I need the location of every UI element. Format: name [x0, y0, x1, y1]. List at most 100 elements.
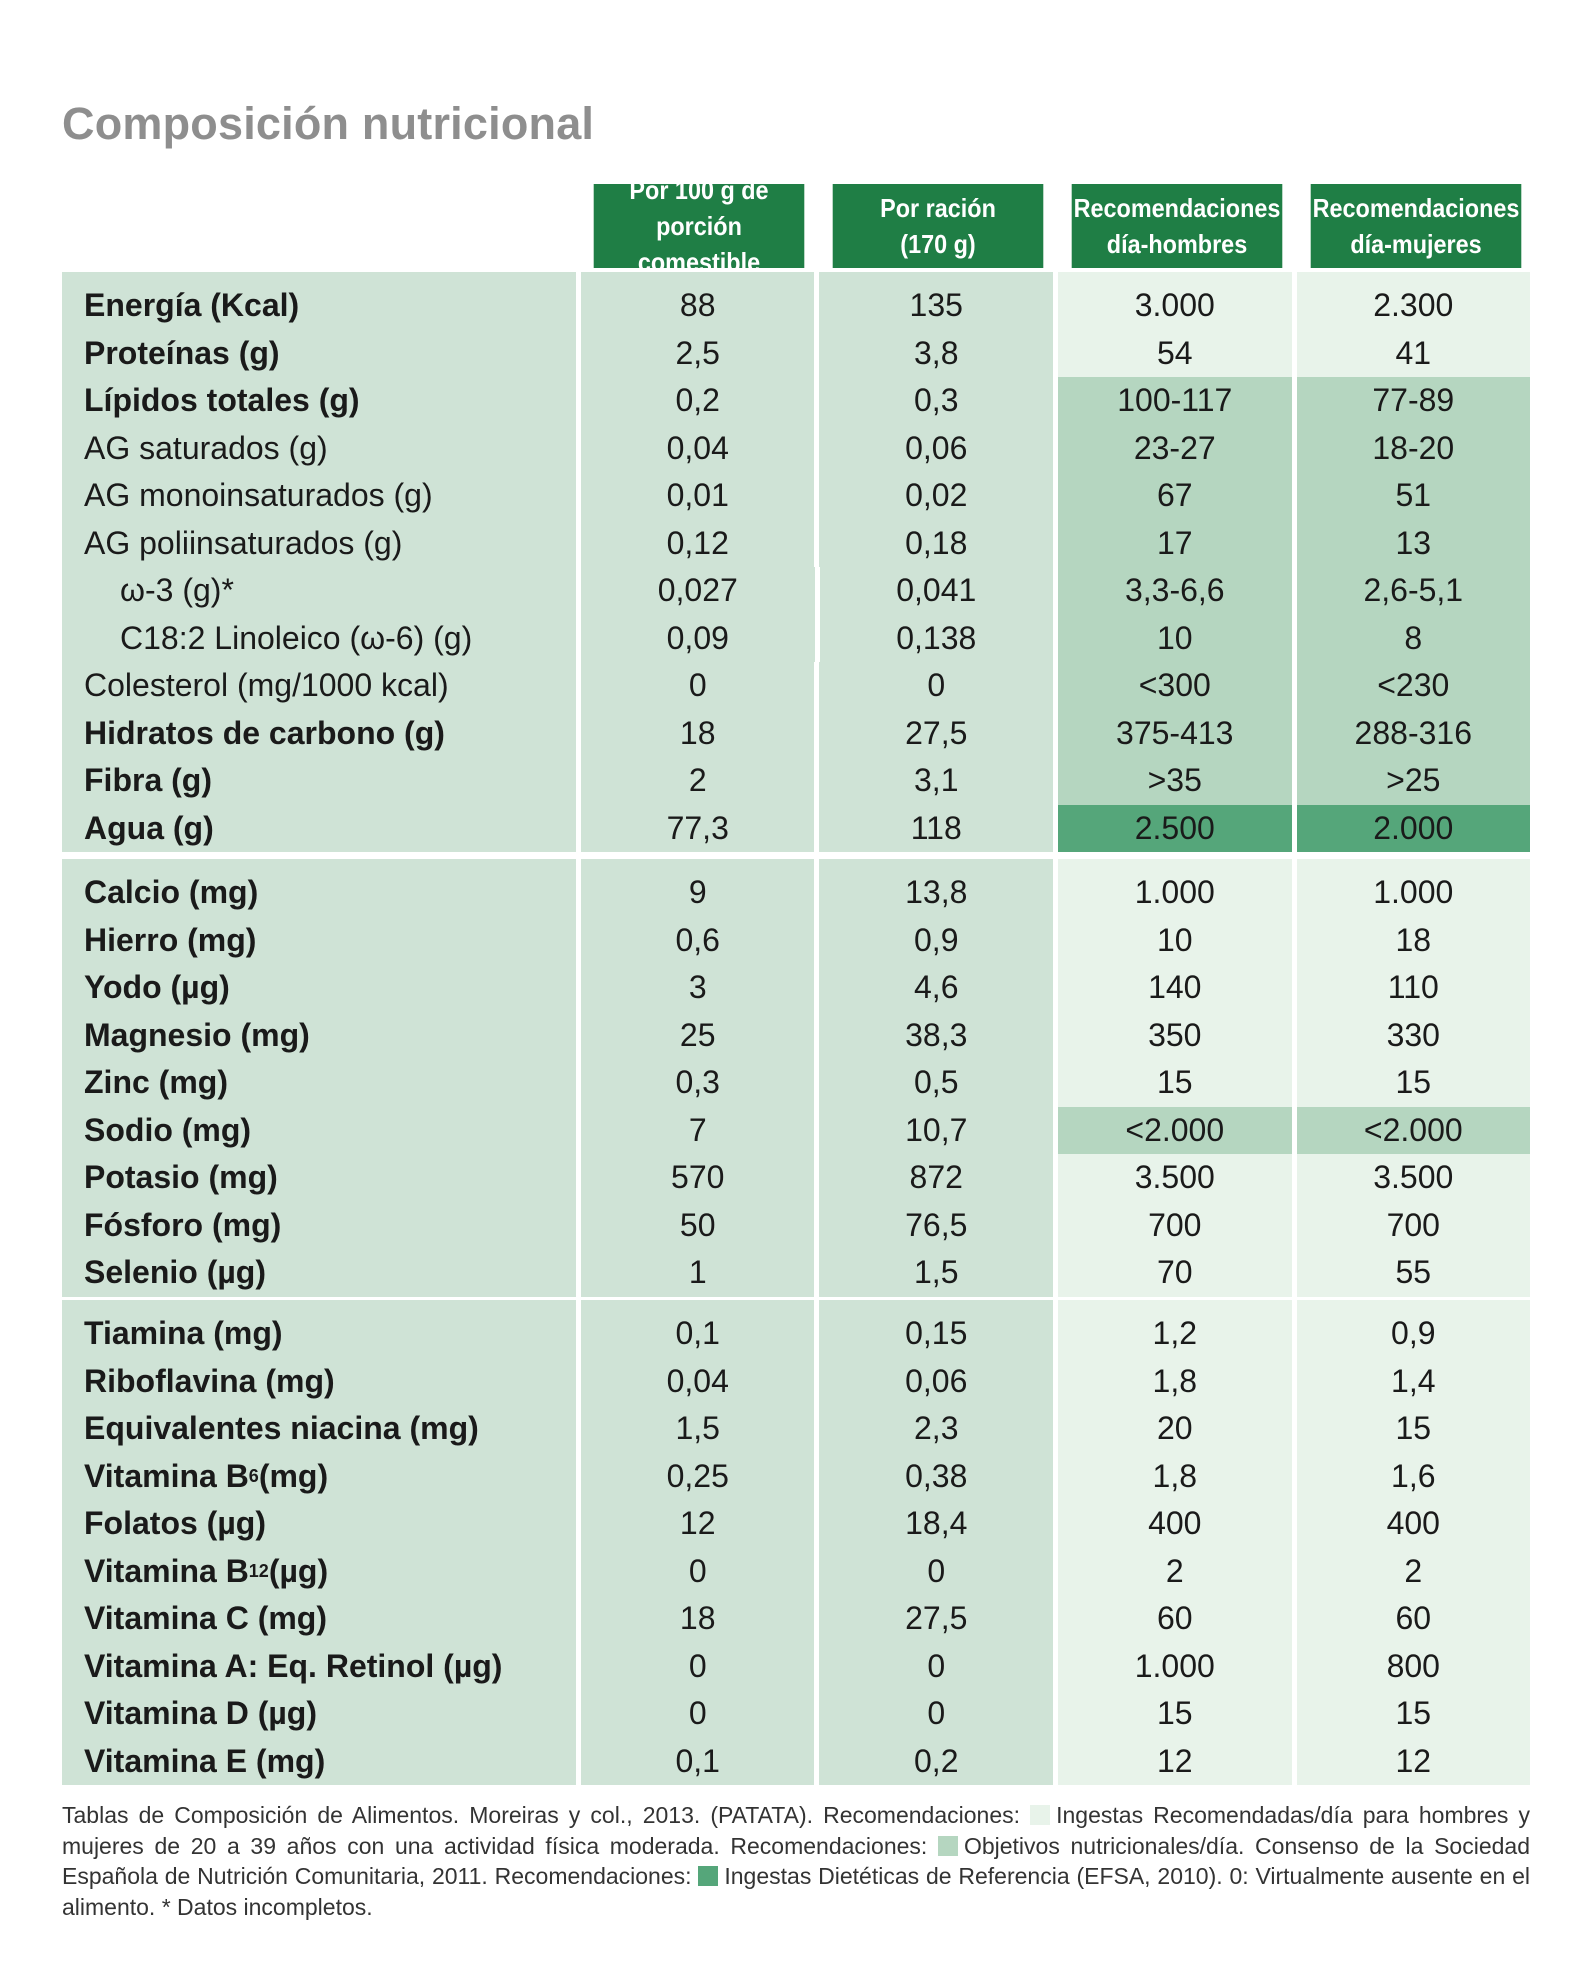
nutrient-unit: (µg): [268, 1552, 329, 1589]
value-rec-women: <2.000: [1296, 1106, 1531, 1154]
legend-swatch-ingestas-dieteticas: [698, 1866, 719, 1886]
value-per-100g: 7: [580, 1106, 815, 1154]
nutrient-label: Agua (g): [62, 804, 576, 852]
value-per-serving: 3,8: [819, 329, 1053, 377]
value-rec-women: 15: [1296, 1059, 1531, 1107]
table-row: Sodio (mg) 7 10,7 <2.000 <2.000: [62, 1106, 1531, 1154]
table-row: Selenio (µg) 1 1,5 70 55: [62, 1249, 1531, 1297]
column-header-per-serving: Por ración (170 g): [832, 184, 1044, 268]
value-per-100g: 1: [580, 1249, 815, 1297]
pad-men: [1058, 859, 1292, 869]
nutrient-label: Equivalentes niacina (mg): [62, 1405, 576, 1453]
value-per-serving: 0,02: [819, 472, 1053, 520]
nutrient-label: Hidratos de carbono (g): [62, 709, 576, 757]
table-header: Por 100 g de porción comestible Por raci…: [582, 175, 1533, 277]
nutrient-name: Fibra (g): [84, 762, 212, 799]
table-row: Vitamina E (mg) 0,1 0,2 12 12: [62, 1737, 1531, 1785]
value-rec-women: 1.000: [1296, 869, 1531, 917]
nutrient-name: Energía (Kcal): [84, 287, 300, 324]
value-rec-women: 2,6-5,1: [1296, 567, 1531, 615]
value-per-serving: 2,3: [819, 1405, 1053, 1453]
nutrient-subscript: 12: [248, 1560, 269, 1581]
value-per-serving: 0,9: [819, 916, 1053, 964]
nutrient-name: Riboflavina (mg): [84, 1362, 335, 1399]
pad-men: [1058, 1300, 1292, 1310]
nutrient-name: Vitamina E (mg): [84, 1742, 326, 1779]
nutrient-label: Colesterol (mg/1000 kcal): [62, 662, 576, 710]
table-row: Vitamina D (µg) 0 0 15 15: [62, 1690, 1531, 1738]
nutrient-name: Potasio (mg): [84, 1159, 278, 1196]
value-rec-women: 2.300: [1296, 282, 1531, 330]
column-header-label: Por 100 g de porción comestible: [629, 175, 769, 277]
value-rec-men: >35: [1058, 757, 1292, 805]
nutrient-label: Vitamina B 12 (µg): [62, 1547, 576, 1595]
section-macronutrients: Energía (Kcal) 88 135 3.000 2.300 Proteínas (…: [62, 272, 1531, 852]
nutrient-label: Selenio (µg): [62, 1249, 576, 1297]
nutrient-label: Sodio (mg): [62, 1106, 576, 1154]
nutrient-name: Selenio (µg): [84, 1254, 266, 1291]
value-rec-women: 700: [1296, 1201, 1531, 1249]
nutrient-label: Energía (Kcal): [62, 282, 576, 330]
value-rec-men: 20: [1058, 1405, 1292, 1453]
value-per-100g: 3: [580, 964, 815, 1012]
value-per-100g: 0,1: [580, 1310, 815, 1358]
value-per-100g: 88: [580, 282, 815, 330]
value-rec-women: 400: [1296, 1500, 1531, 1548]
nutrient-label: Vitamina A: Eq. Retinol (µg): [62, 1642, 576, 1690]
nutrient-label: Zinc (mg): [62, 1059, 576, 1107]
footnote-legend-2: Objetivos nutricionales/día. Consenso de…: [62, 1832, 1530, 1890]
value-per-serving: 10,7: [819, 1106, 1053, 1154]
table-row: Magnesio (mg) 25 38,3 350 330: [62, 1011, 1531, 1059]
value-per-100g: 0,2: [580, 377, 815, 425]
value-per-serving: 0,138: [819, 614, 1054, 662]
value-rec-women: <230: [1296, 662, 1531, 710]
value-rec-women: 1,6: [1296, 1452, 1531, 1500]
nutrient-name: AG poliinsaturados (g): [84, 524, 403, 561]
value-per-100g: 12: [580, 1500, 815, 1548]
section-top-padding: [62, 272, 1531, 282]
table-row: Vitamina A: Eq. Retinol (µg) 0 0 1.000 800: [62, 1642, 1531, 1690]
nutrient-label: Potasio (mg): [62, 1154, 576, 1202]
nutrient-name: Magnesio (mg): [84, 1016, 310, 1053]
value-rec-men: 70: [1058, 1249, 1292, 1297]
column-header-per-100g: Por 100 g de porción comestible: [593, 175, 805, 277]
value-rec-women: 13: [1296, 519, 1531, 567]
nutrient-name: C18:2 Linoleico (ω-6) (g): [120, 619, 473, 656]
footnote: Tablas de Composición de Alimentos. More…: [62, 1800, 1530, 1922]
value-per-100g: 570: [580, 1154, 815, 1202]
nutrient-name: Fósforo (mg): [84, 1206, 282, 1243]
value-rec-men: 1,8: [1058, 1357, 1292, 1405]
nutrient-label: Hierro (mg): [62, 916, 576, 964]
nutrient-name: Yodo (µg): [84, 969, 230, 1006]
nutrient-label: AG saturados (g): [62, 424, 576, 472]
value-rec-women: 330: [1296, 1011, 1531, 1059]
value-rec-men: 60: [1058, 1595, 1292, 1643]
value-rec-women: 55: [1296, 1249, 1531, 1297]
nutrient-name: Vitamina C (mg): [84, 1600, 327, 1637]
pad-serving: [819, 1300, 1053, 1310]
value-per-serving: 0,06: [819, 1357, 1053, 1405]
value-per-serving: 27,5: [819, 1595, 1053, 1643]
footnote-source: Tablas de Composición de Alimentos. More…: [62, 1802, 1031, 1828]
value-rec-men: 1,8: [1058, 1452, 1292, 1500]
table-row: Zinc (mg) 0,3 0,5 15 15: [62, 1059, 1531, 1107]
nutrient-name: Vitamina D (µg): [84, 1695, 317, 1732]
value-per-100g: 0: [580, 1642, 815, 1690]
table-row: Tiamina (mg) 0,1 0,15 1,2 0,9: [62, 1310, 1531, 1358]
value-per-serving: 0,06: [819, 424, 1053, 472]
value-per-100g: 50: [580, 1201, 815, 1249]
pad-100g: [580, 859, 815, 869]
table-row: Energía (Kcal) 88 135 3.000 2.300: [62, 282, 1531, 330]
nutrient-name: Lípidos totales (g): [84, 382, 360, 419]
pad-100g: [580, 272, 815, 282]
column-header-rec-men: Recomendaciones día-hombres: [1071, 184, 1283, 268]
value-rec-men: 12: [1058, 1737, 1292, 1785]
pad-label: [62, 1300, 576, 1310]
table-row: Potasio (mg) 570 872 3.500 3.500: [62, 1154, 1531, 1202]
value-rec-women: 110: [1296, 964, 1531, 1012]
nutrient-label: Vitamina C (mg): [62, 1595, 576, 1643]
nutrient-name: Zinc (mg): [84, 1064, 228, 1101]
value-rec-women: 15: [1296, 1405, 1531, 1453]
